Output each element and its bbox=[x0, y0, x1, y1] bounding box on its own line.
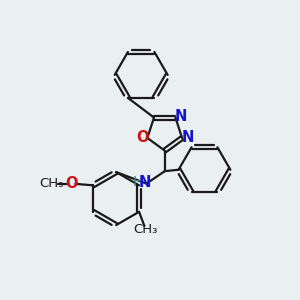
Text: CH₃: CH₃ bbox=[134, 223, 158, 236]
Text: O: O bbox=[136, 130, 148, 145]
Text: N: N bbox=[139, 175, 151, 190]
Text: O: O bbox=[66, 176, 78, 191]
Text: CH₃: CH₃ bbox=[39, 177, 64, 190]
Text: N: N bbox=[181, 130, 194, 146]
Text: H: H bbox=[132, 175, 143, 189]
Text: N: N bbox=[175, 109, 187, 124]
